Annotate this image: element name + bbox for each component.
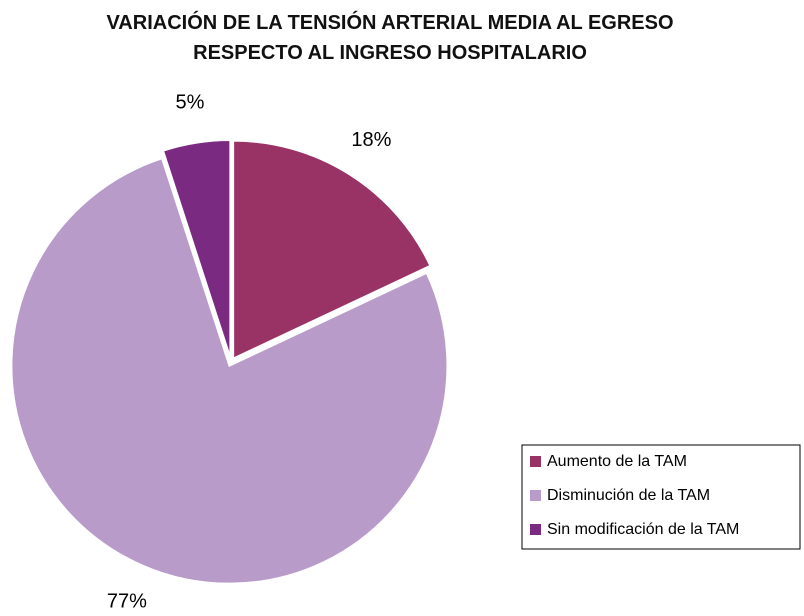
data-label: 77%	[107, 591, 147, 613]
legend-swatch	[530, 456, 541, 467]
legend-swatch	[530, 524, 541, 535]
legend-box	[521, 444, 801, 550]
pie-slice	[232, 139, 432, 361]
legend: Aumento de la TAM Disminución de la TAM Si…	[521, 444, 801, 550]
legend-label: Sin modificación de la TAM	[547, 521, 739, 538]
data-label: 5%	[176, 92, 205, 114]
pie-slice	[10, 157, 449, 585]
data-label: 18%	[351, 129, 391, 151]
chart-title: VARIACIÓN DE LA TENSIÓN ARTERIAL MEDIA A…	[106, 12, 674, 64]
legend-swatch	[530, 490, 541, 501]
pie-slice	[161, 139, 232, 359]
legend-label: Aumento de la TAM	[547, 453, 687, 470]
legend-label: Disminución de la TAM	[547, 487, 710, 504]
